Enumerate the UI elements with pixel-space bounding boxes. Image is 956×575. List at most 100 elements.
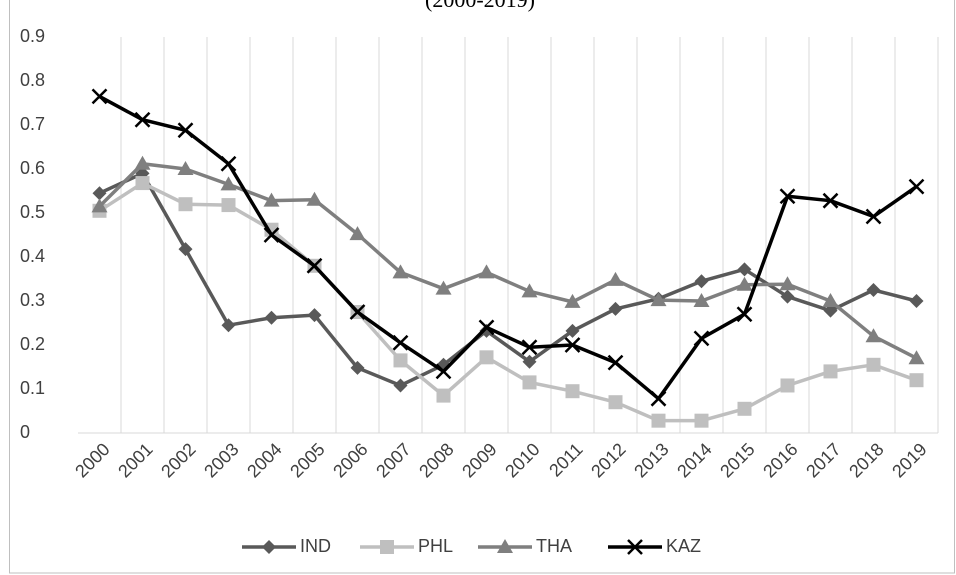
x-tick-label: 2000 — [71, 439, 113, 481]
y-tick-label: 0.4 — [20, 246, 45, 266]
y-tick-label: 0.2 — [20, 334, 45, 354]
marker — [134, 111, 151, 128]
marker — [909, 373, 924, 388]
line — [98, 171, 917, 388]
y-tick-label: 0 — [20, 422, 30, 442]
marker — [736, 306, 753, 323]
marker — [865, 328, 882, 343]
marker — [220, 155, 237, 172]
y-tick-label: 0.7 — [20, 114, 45, 134]
legend-item: PHL — [360, 536, 453, 556]
marker — [780, 378, 795, 393]
marker — [178, 197, 193, 212]
marker — [693, 293, 710, 307]
marker — [822, 192, 839, 209]
y-tick-label: 0.9 — [20, 26, 45, 46]
marker — [436, 388, 451, 403]
marker — [392, 334, 409, 351]
marker — [522, 375, 537, 390]
marker — [694, 413, 709, 428]
marker — [478, 319, 495, 336]
y-tick-label: 0.5 — [20, 202, 45, 222]
marker — [380, 540, 394, 554]
marker — [522, 354, 537, 369]
marker — [565, 384, 580, 399]
marker — [737, 262, 752, 277]
line — [98, 94, 918, 401]
legend-label: THA — [536, 536, 572, 556]
marker — [627, 539, 643, 555]
marker — [393, 378, 408, 393]
series — [91, 88, 925, 407]
marker — [651, 413, 666, 428]
marker — [908, 350, 925, 365]
marker — [479, 350, 494, 365]
x-tick-label: 2011 — [545, 439, 587, 481]
marker — [263, 192, 280, 207]
marker — [134, 155, 151, 170]
x-tick-label: 2002 — [157, 439, 199, 481]
marker — [564, 293, 581, 308]
marker — [221, 198, 236, 213]
x-tick-label: 2003 — [200, 439, 242, 481]
marker — [435, 363, 452, 380]
marker — [608, 395, 623, 410]
series — [91, 155, 925, 365]
marker — [736, 276, 753, 291]
line — [98, 161, 918, 360]
marker — [91, 198, 108, 213]
marker — [177, 122, 194, 139]
line — [98, 181, 918, 423]
chart-border — [9, 0, 955, 574]
marker — [694, 274, 709, 289]
marker — [823, 303, 838, 318]
marker — [822, 293, 839, 307]
legend-item: IND — [242, 536, 331, 556]
y-tick-label: 0.1 — [20, 378, 45, 398]
x-tick-label: 2005 — [286, 439, 328, 481]
marker — [607, 354, 624, 371]
marker — [91, 88, 108, 105]
marker — [178, 242, 193, 257]
legend-item: THA — [478, 536, 572, 556]
series — [92, 176, 924, 428]
legend-item: KAZ — [608, 536, 701, 556]
marker — [823, 364, 838, 379]
marker — [866, 283, 881, 297]
x-tick-label: 2015 — [716, 439, 758, 481]
marker — [779, 188, 796, 205]
x-tick-label: 2018 — [845, 439, 887, 481]
marker — [737, 401, 752, 416]
marker — [306, 191, 323, 206]
x-tick-label: 2019 — [888, 439, 930, 481]
y-tick-label: 0.3 — [20, 290, 45, 310]
marker — [650, 292, 667, 307]
marker — [177, 161, 194, 175]
legend-label: PHL — [418, 536, 453, 556]
x-tick-label: 2012 — [587, 439, 629, 481]
x-tick-label: 2004 — [243, 439, 285, 481]
marker — [564, 337, 581, 353]
x-tick-label: 2013 — [630, 439, 672, 481]
marker — [220, 176, 237, 191]
marker — [392, 264, 409, 279]
x-tick-label: 2007 — [372, 439, 414, 481]
marker — [565, 323, 580, 338]
x-tick-label: 2001 — [114, 439, 156, 481]
marker — [780, 289, 795, 304]
marker — [350, 360, 365, 375]
marker — [92, 186, 107, 201]
x-tick-label: 2009 — [458, 439, 500, 481]
y-tick-label: 0.6 — [20, 158, 45, 178]
marker — [263, 227, 280, 243]
marker — [349, 304, 366, 320]
marker — [135, 176, 150, 191]
marker — [650, 390, 667, 407]
marker — [307, 308, 322, 323]
x-tick-label: 2008 — [415, 439, 457, 481]
marker — [521, 339, 538, 356]
marker — [779, 276, 796, 291]
marker — [909, 294, 924, 308]
marker — [435, 280, 452, 295]
